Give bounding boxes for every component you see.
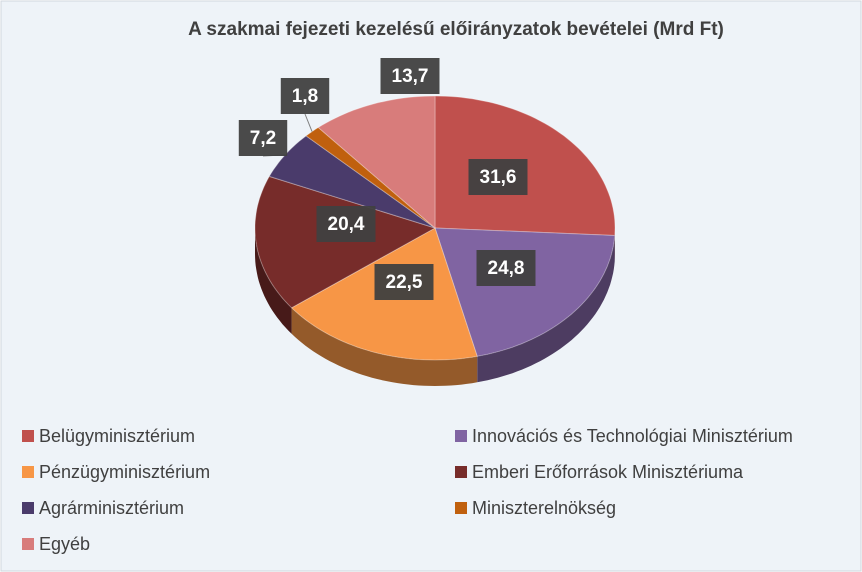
data-label: 22,5	[386, 272, 423, 293]
pie-side	[255, 228, 292, 334]
legend-swatch	[22, 538, 34, 550]
legend-label: Agrárminisztérium	[39, 498, 184, 518]
legend-label: Egyéb	[39, 534, 90, 554]
leader-line	[304, 113, 313, 132]
pie-slice	[254, 175, 437, 309]
legend-label: Miniszterelnökség	[472, 498, 616, 518]
legend-swatch	[22, 466, 34, 478]
data-label: 7,2	[250, 128, 276, 149]
data-label: 24,8	[488, 258, 525, 279]
legend-swatch	[22, 430, 34, 442]
legend-label: Pénzügyminisztérium	[39, 462, 210, 482]
legend-swatch	[22, 502, 34, 514]
data-label-box	[374, 264, 434, 300]
pie-sides	[255, 228, 615, 386]
legend-label: Emberi Erőforrások Minisztériuma	[472, 462, 744, 482]
legend-swatch	[455, 430, 467, 442]
legend-swatch	[455, 502, 467, 514]
data-label-box	[380, 58, 440, 94]
data-label: 13,7	[392, 66, 429, 87]
pie-side	[291, 307, 478, 386]
legend-label: Belügyminisztérium	[39, 426, 195, 446]
legend-swatch	[455, 466, 467, 478]
pie-side	[477, 235, 615, 383]
data-label: 31,6	[480, 167, 517, 188]
pie-slice	[317, 95, 436, 230]
legend-label: Innovációs és Technológiai Minisztérium	[472, 426, 793, 446]
data-label: 1,8	[292, 86, 318, 107]
data-label-box	[280, 78, 330, 114]
data-label: 20,4	[328, 214, 365, 235]
data-label-box	[238, 120, 288, 156]
chart-title: A szakmai fejezeti kezelésű előirányzato…	[188, 19, 724, 40]
data-label-box	[468, 159, 528, 195]
data-label-box	[316, 206, 376, 242]
data-label-box	[476, 250, 536, 286]
